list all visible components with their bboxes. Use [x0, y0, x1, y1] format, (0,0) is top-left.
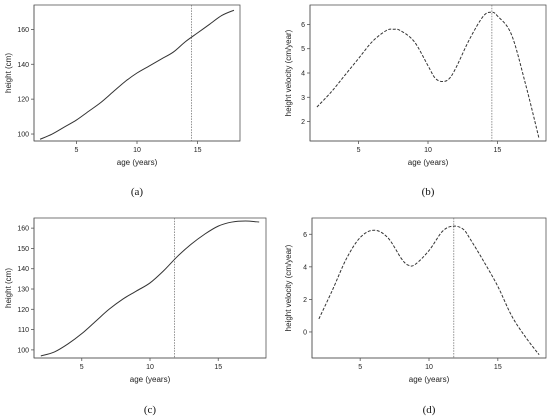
- plot-frame-d: [311, 217, 547, 359]
- y-tick-label-d-3: 6: [303, 232, 307, 239]
- x-tick-label-c-0: 5: [80, 364, 84, 371]
- x-axis-label-a: age (years): [117, 158, 158, 167]
- x-tick-label-b-2: 15: [494, 147, 502, 154]
- y-tick-label-d-1: 2: [303, 297, 307, 304]
- panel-label-a: (a): [131, 186, 144, 198]
- y-tick-label-c-3: 130: [17, 287, 29, 294]
- y-tick-label-c-2: 120: [17, 307, 29, 314]
- x-axis-label-d: age (years): [409, 375, 450, 384]
- x-axis-label-c: age (years): [130, 375, 171, 384]
- x-tick-label-d-2: 15: [494, 364, 502, 371]
- plot-frame-b: [309, 4, 547, 142]
- ticks-d: 5 10 15 0 2 4 6: [303, 232, 502, 371]
- panel-b: 5 10 15 2 3 4 5 6 age (years) height velocity (…: [284, 4, 547, 198]
- y-tick-label-a-1: 120: [17, 97, 29, 104]
- x-tick-label-c-2: 15: [214, 364, 222, 371]
- y-tick-label-b-1: 3: [301, 95, 305, 102]
- ticks-c: 5 10 15 100 110 120 130 140 150 160: [17, 226, 222, 371]
- y-axis-label-b: height velocity (cm/year): [284, 29, 293, 116]
- y-axis-label-c: height (cm): [4, 268, 13, 308]
- y-tick-label-d-2: 4: [303, 264, 307, 271]
- x-axis-label-b: age (years): [408, 158, 449, 167]
- curve-b: [316, 11, 540, 139]
- y-tick-label-a-3: 160: [17, 27, 29, 34]
- x-tick-label-a-1: 10: [133, 147, 141, 154]
- x-tick-label-d-0: 5: [358, 364, 362, 371]
- panel-label-c: (c): [144, 404, 157, 416]
- x-tick-label-c-1: 10: [146, 364, 154, 371]
- panel-label-b: (b): [422, 186, 435, 198]
- y-tick-label-b-4: 6: [301, 22, 305, 29]
- panel-label-d: (d): [423, 404, 436, 416]
- y-tick-label-a-2: 140: [17, 62, 29, 69]
- curve-d: [318, 225, 540, 356]
- y-tick-label-c-6: 160: [17, 226, 29, 233]
- y-tick-label-a-0: 100: [17, 132, 29, 139]
- panel-a: 5 10 15 100 120 140 160 age (years) height (cm…: [4, 4, 241, 198]
- y-tick-label-c-4: 140: [17, 266, 29, 273]
- y-tick-label-b-0: 2: [301, 119, 305, 126]
- curve-c: [40, 220, 260, 357]
- plot-frame-c: [33, 217, 267, 359]
- y-tick-label-c-1: 110: [18, 327, 29, 334]
- ticks-a: 5 10 15 100 120 140 160: [17, 27, 201, 154]
- y-axis-label-a: height (cm): [4, 53, 13, 93]
- y-tick-label-c-0: 100: [17, 347, 29, 354]
- ticks-b: 5 10 15 2 3 4 5 6: [301, 22, 501, 154]
- y-axis-label-d: height velocity (cm/year): [284, 244, 293, 331]
- panel-d: 5 10 15 0 2 4 6 age (years) height velocity (c…: [284, 217, 547, 416]
- x-tick-label-b-1: 10: [424, 147, 432, 154]
- y-tick-label-d-0: 0: [303, 329, 307, 336]
- x-tick-label-a-0: 5: [74, 147, 78, 154]
- x-tick-label-d-1: 10: [425, 364, 433, 371]
- y-tick-label-b-3: 5: [301, 46, 305, 53]
- x-tick-label-b-0: 5: [357, 147, 361, 154]
- y-tick-label-b-2: 4: [301, 71, 305, 78]
- x-tick-label-a-2: 15: [194, 147, 202, 154]
- panel-c: 5 10 15 100 110 120 130 140 150 160 age (years) h…: [4, 217, 267, 416]
- y-tick-label-c-5: 150: [17, 246, 29, 253]
- curve-a: [39, 9, 235, 140]
